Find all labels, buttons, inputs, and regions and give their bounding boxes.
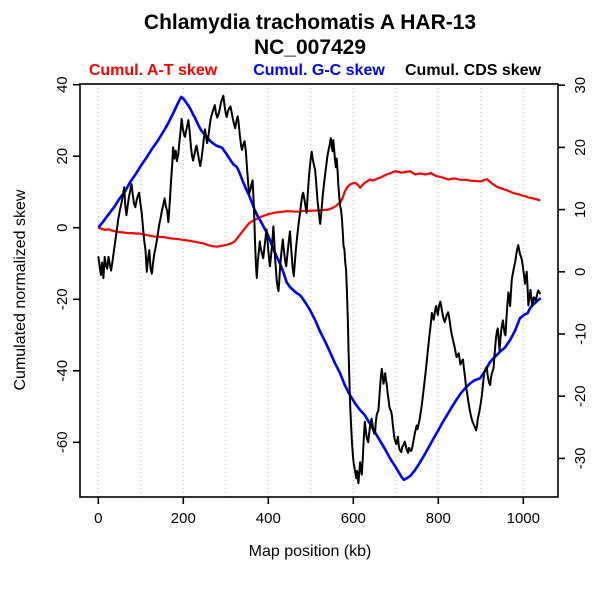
x-tick-label: 600 xyxy=(341,510,366,527)
x-tick-label: 200 xyxy=(171,510,196,527)
left-tick-label: 20 xyxy=(54,148,71,165)
right-tick-label: -30 xyxy=(572,448,589,470)
left-tick-label: 40 xyxy=(54,76,71,93)
x-tick-label: 400 xyxy=(256,510,281,527)
left-tick-label: -60 xyxy=(54,431,71,453)
right-tick-label: -20 xyxy=(572,385,589,407)
legend-at-skew: Cumul. A-T skew xyxy=(88,62,218,79)
plot-border xyxy=(79,83,559,498)
x-tick-label: 800 xyxy=(426,510,451,527)
chart-subtitle: NC_007429 xyxy=(253,36,367,59)
chart-title: Chlamydia trachomatis A HAR-13 xyxy=(143,11,477,34)
x-axis-title: Map position (kb) xyxy=(248,543,372,560)
right-tick-label: 20 xyxy=(572,139,589,156)
gc-skew-line xyxy=(97,95,542,482)
right-tick-label: 10 xyxy=(572,201,589,218)
left-tick-label: -40 xyxy=(54,360,71,382)
x-tick-label: 0 xyxy=(94,510,102,527)
x-tick-label: 1000 xyxy=(507,510,540,527)
at-skew-line xyxy=(97,170,541,248)
left-tick-label: 0 xyxy=(54,224,71,232)
left-tick-label: -20 xyxy=(54,288,71,310)
cds-skew-line xyxy=(97,94,542,485)
legend-gc-skew: Cumul. G-C skew xyxy=(253,62,385,79)
right-tick-label: -10 xyxy=(572,323,589,345)
legend-cds-skew: Cumul. CDS skew xyxy=(404,62,542,79)
right-tick-label: 30 xyxy=(572,77,589,94)
right-tick-label: 0 xyxy=(572,268,589,276)
